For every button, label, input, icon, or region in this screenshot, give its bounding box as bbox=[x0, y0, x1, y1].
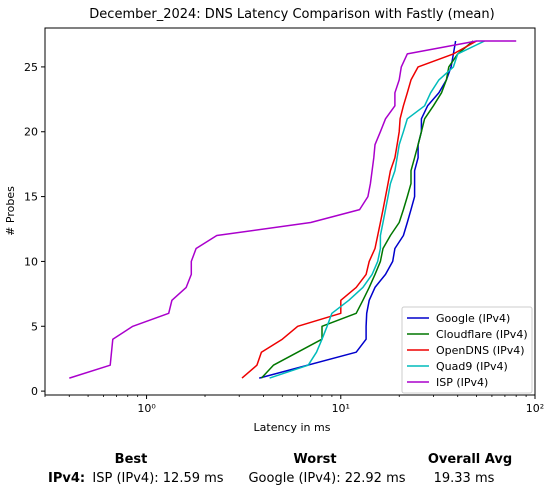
y-tick-label: 10 bbox=[24, 255, 38, 268]
series-line-cloudflare bbox=[260, 40, 474, 379]
series-line-google bbox=[259, 40, 457, 379]
x-tick-label: 10¹ bbox=[332, 402, 350, 415]
y-tick-label: 20 bbox=[24, 126, 38, 139]
series-line-quad9 bbox=[269, 40, 485, 379]
latency-chart: December_2024: DNS Latency Comparison wi… bbox=[4, 7, 544, 434]
ipv4-row-label: IPv4: bbox=[48, 471, 86, 486]
x-tick-label: 10² bbox=[526, 402, 544, 415]
worst-value: Google (IPv4): 22.92 ms bbox=[248, 471, 406, 486]
legend-entry: OpenDNS (IPv4) bbox=[436, 344, 525, 357]
legend: Google (IPv4) Cloudflare (IPv4) OpenDNS (I… bbox=[401, 306, 533, 394]
best-header: Best bbox=[114, 452, 148, 467]
y-tick-label: 15 bbox=[24, 191, 38, 204]
legend-entry: Cloudflare (IPv4) bbox=[436, 328, 528, 341]
overall-header: Overall Avg bbox=[427, 452, 513, 467]
series-line-isp bbox=[69, 40, 517, 379]
series-line-opendns bbox=[241, 40, 477, 379]
y-axis-label: # Probes bbox=[4, 186, 17, 236]
plot-area bbox=[44, 27, 536, 396]
best-value: ISP (IPv4): 12.59 ms bbox=[92, 471, 224, 486]
worst-header: Worst bbox=[293, 452, 337, 467]
y-tick-label: 5 bbox=[31, 320, 38, 333]
chart-title: December_2024: DNS Latency Comparison wi… bbox=[89, 7, 494, 22]
legend-entry: ISP (IPv4) bbox=[436, 376, 488, 389]
summary-table: Best Worst Overall Avg IPv4: ISP (IPv4):… bbox=[0, 448, 553, 496]
y-tick-label: 0 bbox=[31, 385, 38, 398]
legend-entry: Google (IPv4) bbox=[436, 312, 510, 325]
x-tick-label: 10⁰ bbox=[137, 402, 156, 415]
overall-value: 19.33 ms bbox=[433, 471, 495, 486]
legend-box bbox=[401, 306, 533, 394]
legend-entry: Quad9 (IPv4) bbox=[436, 360, 508, 373]
x-axis-label: Latency in ms bbox=[254, 421, 331, 434]
y-tick-label: 25 bbox=[24, 61, 38, 74]
